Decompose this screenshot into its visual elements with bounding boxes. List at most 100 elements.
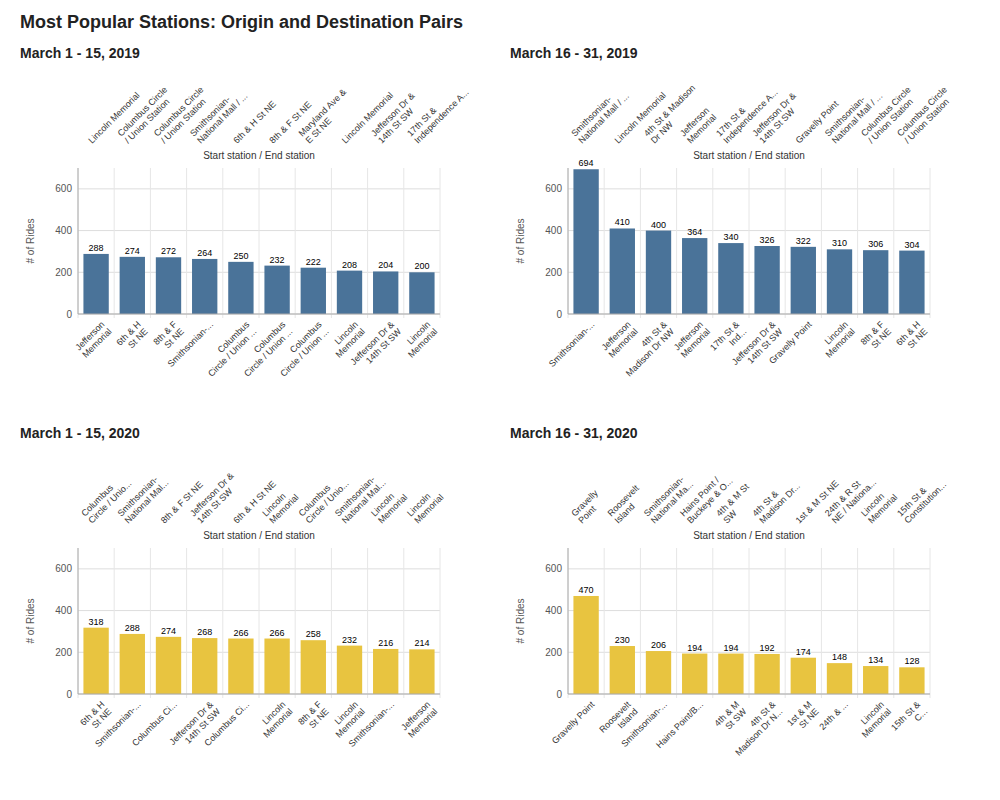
bar [610,646,635,694]
start-station-label: LincolnMemorial [369,485,409,525]
data-label: 148 [832,652,847,662]
label-line: Memorial [860,706,893,739]
label-line: Gravelly Point [767,319,814,366]
column-separator [150,548,151,698]
column-separator [259,168,260,318]
column-separator [295,548,296,698]
end-station-label: LincolnMemorial [254,699,294,739]
label-line: St NE [126,326,150,350]
bar [373,271,398,314]
data-label: 410 [615,217,630,227]
grid-line [568,694,930,695]
label-line: Memorial [406,706,439,739]
end-station-label: LincolnMemorial [817,319,857,359]
label-line: 14th St SW [757,106,797,146]
bar [899,251,924,314]
y-tick-label: 200 [55,647,72,658]
column-separator [331,168,332,318]
label-line: Gravelly Point [550,699,597,746]
start-station-label: LincolnMemorial [260,485,300,525]
column-separator [821,168,822,318]
y-tick-label: 0 [556,689,562,700]
y-axis-line [568,168,569,314]
label-line: St NE [869,326,893,350]
label-line: Memorial [679,326,712,359]
label-line: Memorial [685,112,718,145]
column-separator [222,168,223,318]
bar [337,646,362,694]
end-station-label: 4th St &Madison Dr NW [617,319,676,378]
label-line: St SW [723,706,748,731]
column-separator [930,168,931,318]
column-separator [712,548,713,698]
data-label: 216 [378,638,393,648]
start-station-label: Columbus Circle/ Union Station [895,85,956,146]
column-separator [440,548,441,698]
baseline [568,694,930,695]
y-tick-label: 400 [55,605,72,616]
bar [646,651,671,694]
label-line: Memorial [267,492,300,525]
column-separator [78,168,79,318]
end-station-label: Gravelly Point [550,699,597,746]
label-line: Smithsonian-... [166,319,216,369]
end-station-label: Gravelly Point [767,319,814,366]
bar [83,254,108,314]
baseline [78,314,440,315]
label-line: 24th & ... [817,699,850,732]
column-separator [857,548,858,698]
bar [264,266,289,314]
column-separator [367,168,368,318]
column-separator [440,168,441,318]
data-label: 250 [233,251,248,261]
main-title: Most Popular Stations: Origin and Destin… [20,12,463,32]
end-station-label: 1st & MSt NE [785,699,821,735]
data-label: 318 [89,617,104,627]
bar [192,638,217,694]
data-label: 204 [378,260,393,270]
y-tick-label: 200 [55,267,72,278]
subtitle: March 1 - 15, 2020 [20,425,140,441]
column-separator [259,548,260,698]
column-separator [78,548,79,698]
bar [754,654,779,694]
label-line: 14th St SW [195,486,235,526]
label-line: Memorial [376,492,409,525]
bar [827,249,852,314]
column-separator [821,548,822,698]
column-separator [893,168,894,318]
end-station-label: Smithsonian-... [547,319,597,369]
subtitle: March 1 - 15, 2019 [20,45,140,61]
bar [573,596,598,694]
end-station-label: Hains Point/B... [654,699,705,750]
column-separator [785,168,786,318]
y-tick-label: 200 [545,267,562,278]
data-label: 258 [306,629,321,639]
bar [228,262,253,314]
y-tick-label: 400 [545,225,562,236]
bar [264,639,289,694]
column-separator [568,548,569,698]
start-station-label: LincolnMemorial [859,485,899,525]
bar [83,628,108,694]
y-tick-label: 400 [55,225,72,236]
column-separator [604,168,605,318]
bar [337,271,362,314]
data-label: 306 [868,239,883,249]
chart-root: Most Popular Stations: Origin and Destin… [0,0,1000,800]
y-tick-label: 600 [545,563,562,574]
label-line: / Union Station [902,97,951,146]
bar [791,247,816,314]
data-label: 230 [615,635,630,645]
bar [863,250,888,314]
data-label: 192 [760,643,775,653]
data-label: 272 [161,246,176,256]
end-station-label: JeffersonMemorial [73,319,113,359]
column-separator [712,168,713,318]
bar [754,246,779,314]
bar [899,667,924,694]
x-axis-label: Start station / End station [203,530,315,541]
end-station-label: 24th & ... [817,699,850,732]
data-label: 200 [414,261,429,271]
bar [228,639,253,694]
